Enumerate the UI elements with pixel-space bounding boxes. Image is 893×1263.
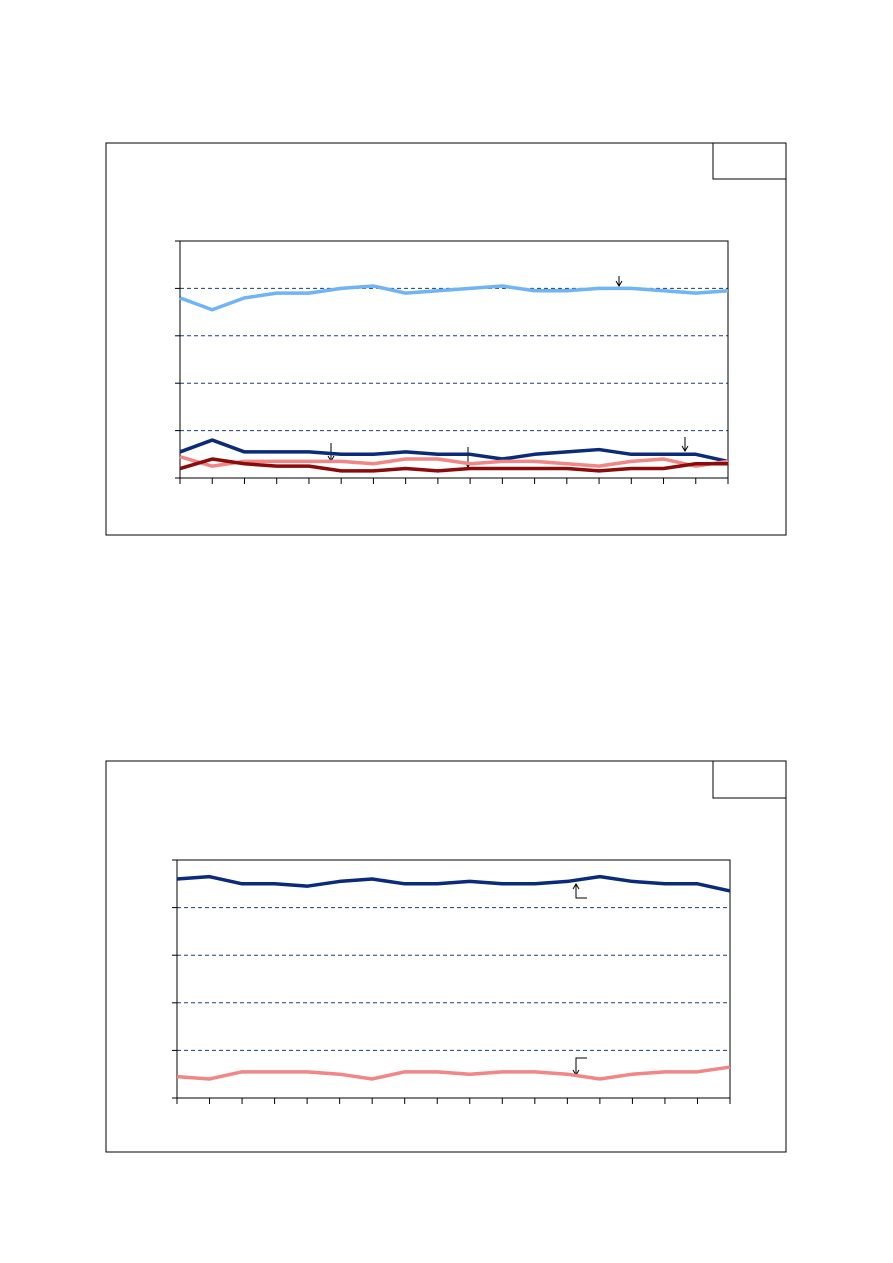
series-line bbox=[179, 454, 729, 468]
series-line bbox=[179, 457, 728, 473]
series-line bbox=[176, 1065, 731, 1081]
corner-box bbox=[712, 142, 787, 180]
chart-frame bbox=[105, 760, 787, 1153]
plot-area bbox=[176, 859, 731, 1099]
corner-box bbox=[712, 760, 787, 799]
chart-frame bbox=[105, 142, 787, 536]
series-line bbox=[176, 874, 731, 893]
series-line bbox=[179, 438, 729, 464]
plot-area bbox=[179, 240, 729, 479]
series-line bbox=[179, 284, 729, 312]
